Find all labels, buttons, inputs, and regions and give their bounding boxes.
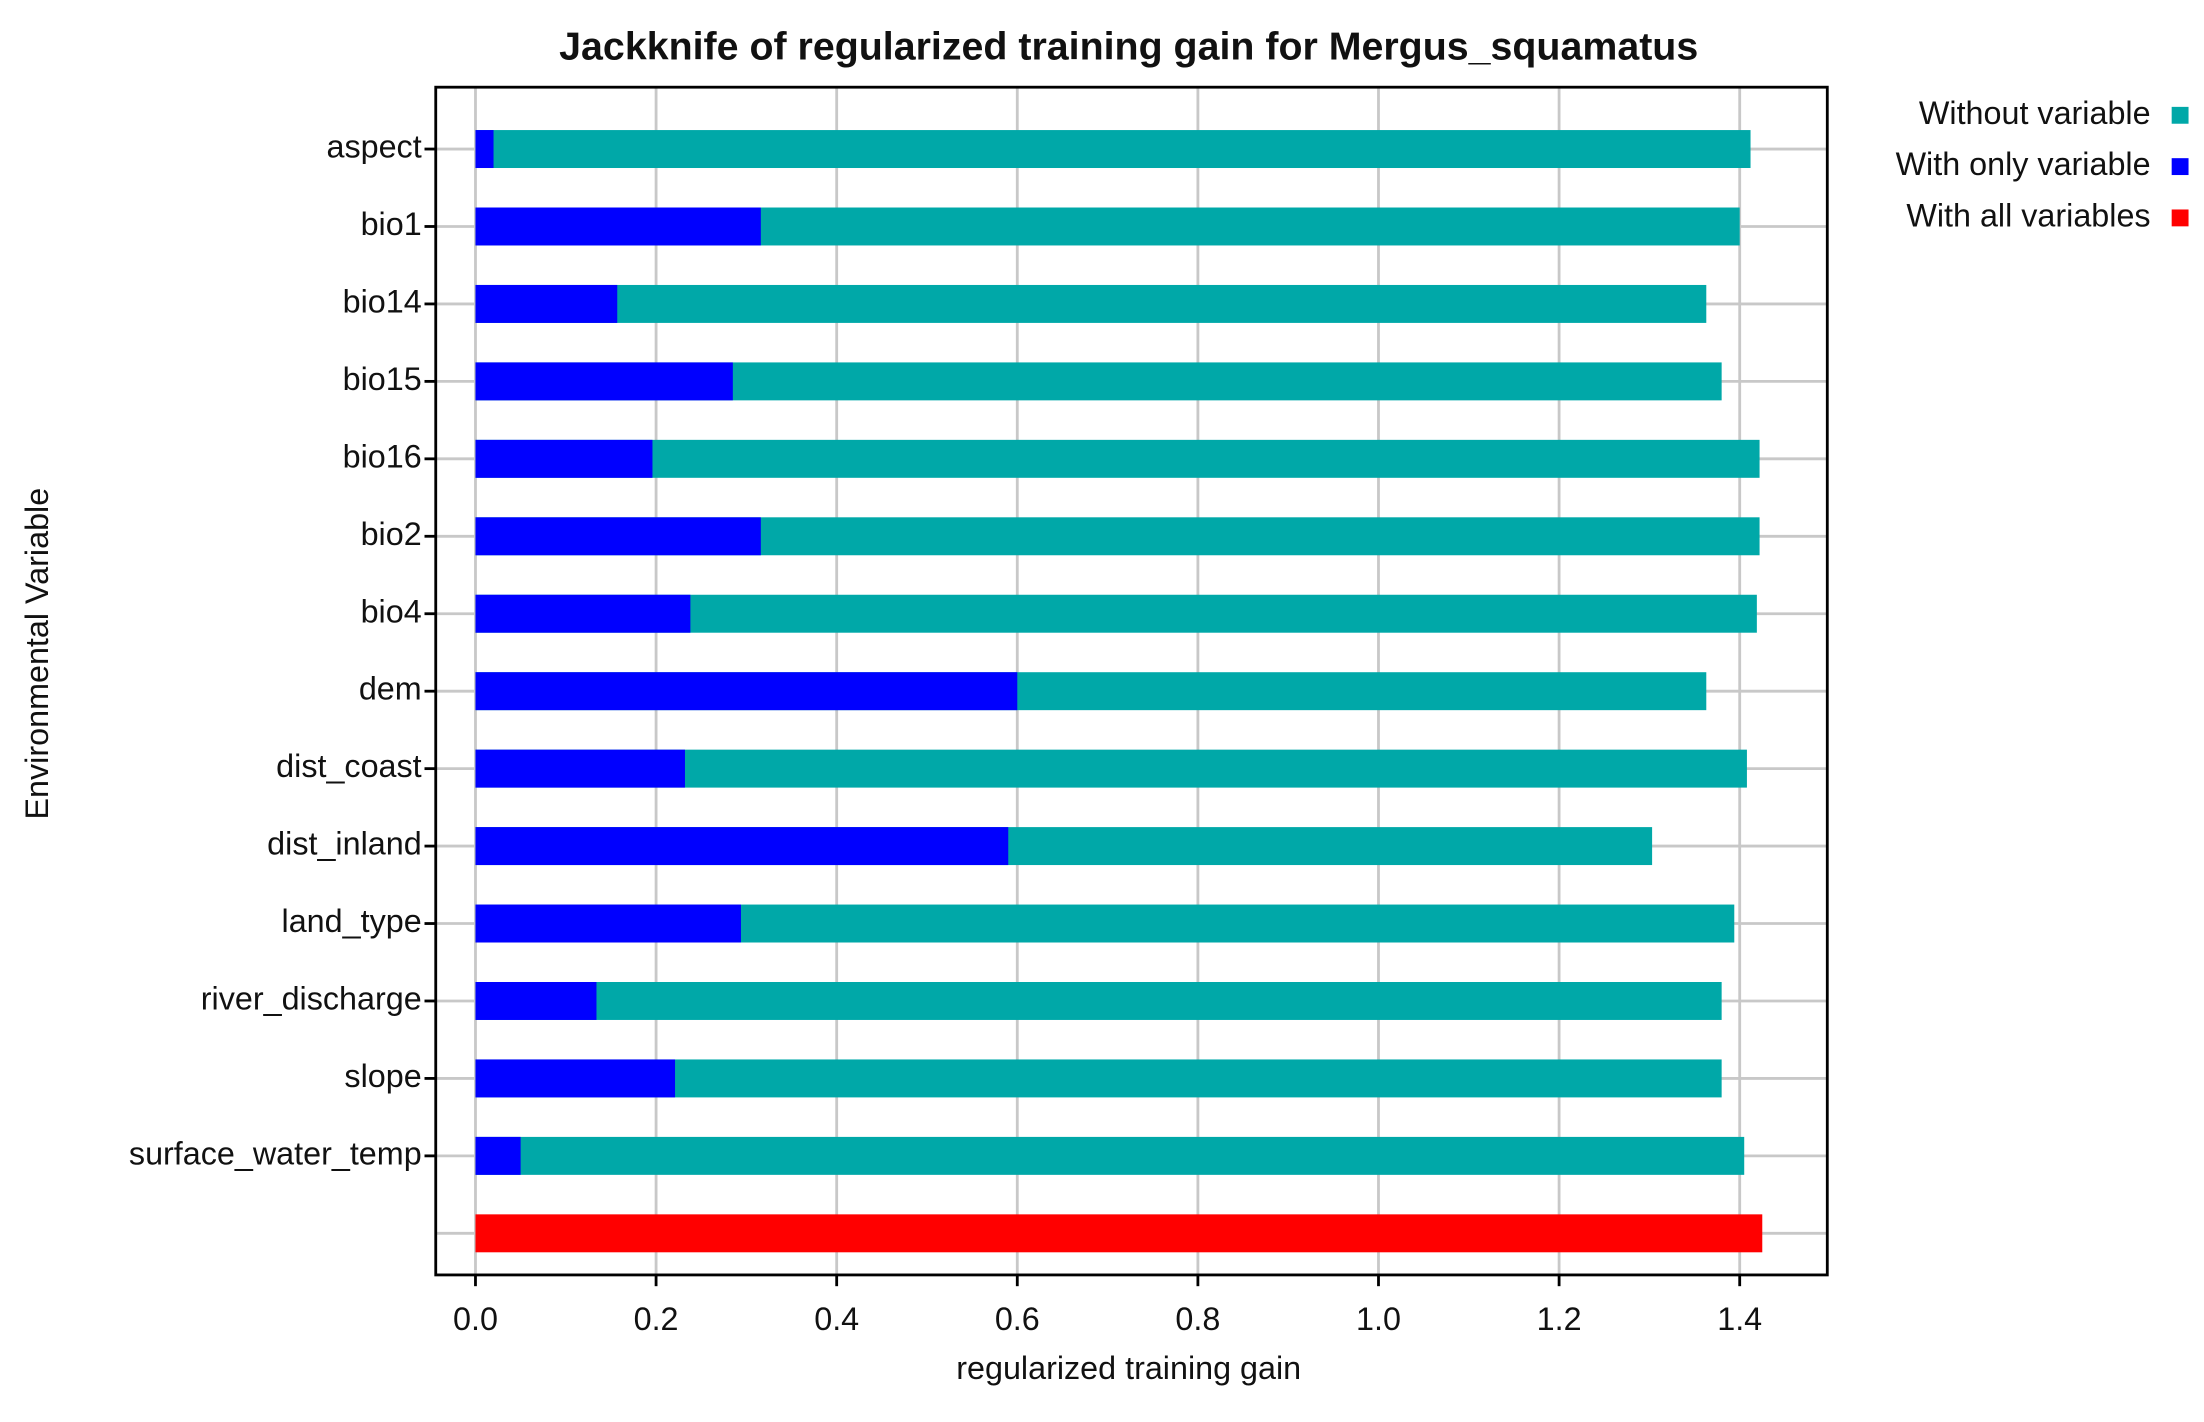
y-tick-label: bio2 [361,516,422,552]
x-tick-label: 0.8 [1175,1301,1220,1337]
plot-frame [434,85,1829,1277]
bar [475,130,494,169]
bar [475,439,653,478]
x-tick-label: 1.2 [1537,1301,1582,1337]
legend-swatch [2171,106,2189,124]
y-tick-label: dist_inland [267,826,422,862]
x-tick-label: 1.0 [1356,1301,1401,1337]
x-axis-label: regularized training gain [956,1350,1301,1386]
legend-label: With all variables [1906,197,2150,233]
chart-title: Jackknife of regularized training gain f… [559,25,1698,69]
y-tick-label: bio1 [361,206,422,242]
y-tick-label: bio4 [361,593,422,629]
bar [475,439,1760,478]
bar [475,672,1018,711]
y-tick-label: bio15 [343,361,422,397]
bar [475,1059,1722,1098]
bar [475,1214,1763,1253]
bar [475,1136,1745,1175]
legend-label: With only variable [1896,146,2151,182]
x-tick-label: 0.2 [634,1301,679,1337]
y-tick-label: bio16 [343,438,422,474]
bar [475,749,685,788]
bar [475,827,1009,866]
bar [475,982,1722,1020]
y-tick-label: river_discharge [201,981,422,1017]
x-tick-label: 0.4 [814,1301,859,1337]
y-tick-label: surface_water_temp [129,1135,422,1171]
y-tick-label: slope [344,1058,421,1094]
legend-swatch [2171,209,2189,227]
bar [475,749,1747,788]
bar [475,594,691,633]
bar [475,130,1751,169]
y-tick-label: aspect [326,129,421,165]
bar [475,284,618,323]
bar [475,517,761,556]
bar [475,284,1707,323]
y-tick-label: land_type [282,903,422,939]
legend-label: Without variable [1919,95,2151,131]
bar [475,207,761,246]
bar [475,1136,521,1175]
x-tick-label: 0.6 [995,1301,1040,1337]
legend-swatch [2171,158,2189,176]
y-tick-label: dem [359,671,422,707]
bar [475,362,733,401]
bar [475,904,741,943]
bar [475,1059,676,1098]
y-tick-label: bio14 [343,283,422,319]
y-tick-label: dist_coast [276,748,422,784]
bar [475,982,597,1020]
y-axis-label: Environmental Variable [19,488,55,820]
x-tick-label: 1.4 [1717,1301,1762,1337]
x-tick-label: 0.0 [453,1301,498,1337]
